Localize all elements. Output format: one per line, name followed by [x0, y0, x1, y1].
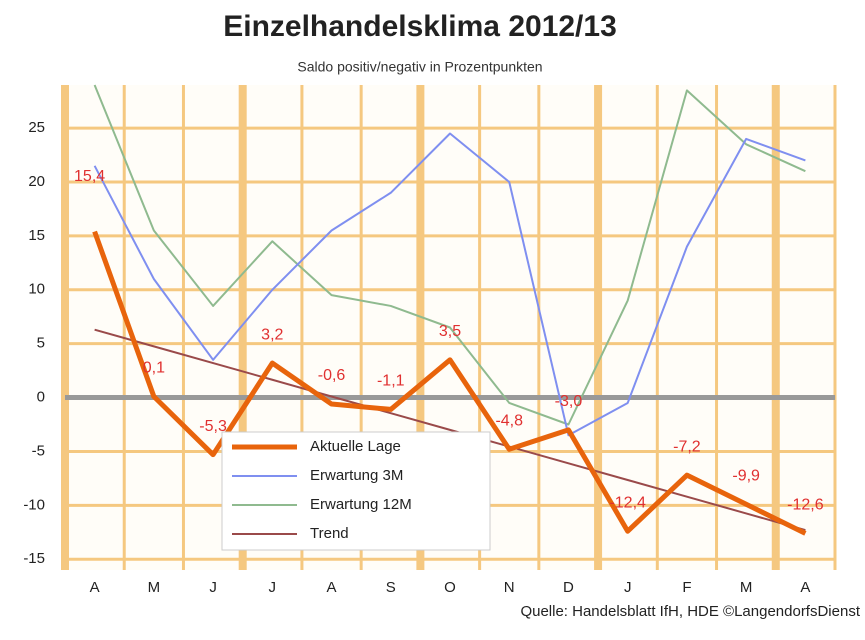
y-tick-label: -15: [23, 550, 45, 567]
x-tick-label: D: [563, 579, 574, 596]
series-line: [92, 230, 807, 536]
chart-title: Einzelhandelsklima 2012/13: [223, 10, 617, 43]
y-tick-label: -5: [32, 442, 45, 459]
data-label: 3,5: [439, 323, 461, 340]
data-label: -5,3: [199, 418, 227, 435]
legend-label: Erwartung 12M: [310, 496, 412, 513]
legend-label: Aktuelle Lage: [310, 438, 401, 455]
y-tick-label: 25: [28, 119, 45, 136]
x-tick-label: J: [624, 579, 632, 596]
series-line: [94, 328, 806, 532]
data-label: -7,2: [673, 438, 701, 455]
data-label: -12,6: [787, 497, 824, 514]
series-line: [93, 84, 806, 426]
x-tick-label: J: [209, 579, 217, 596]
data-label: -9,9: [732, 467, 760, 484]
series-line: [93, 132, 806, 437]
y-tick-label: 5: [37, 335, 45, 352]
data-label: -1,1: [377, 373, 405, 390]
y-tick-label: -10: [23, 496, 45, 513]
x-tick-label: F: [682, 579, 691, 596]
chart-subtitle: Saldo positiv/negativ in Prozentpunkten: [297, 59, 542, 75]
data-label: 15,4: [74, 168, 105, 185]
legend-label: Trend: [310, 525, 349, 542]
data-label: 0,1: [143, 360, 165, 377]
data-label: -3,0: [555, 393, 583, 410]
data-label: 3,2: [261, 326, 283, 343]
legend-box: [221, 431, 491, 551]
data-label: -0,6: [318, 367, 346, 384]
y-tick-label: 10: [28, 281, 45, 298]
data-label: -4,8: [495, 413, 523, 430]
y-tick-label: 15: [28, 227, 45, 244]
data-label: -12,4: [609, 494, 646, 511]
legend-label: Erwartung 3M: [310, 467, 403, 484]
x-tick-label: J: [269, 579, 277, 596]
x-tick-label: N: [504, 579, 515, 596]
y-tick-label: 20: [28, 173, 45, 190]
y-tick-label: 0: [37, 389, 45, 406]
source: Quelle: Handelsblatt IfH, HDE ©Langendor…: [520, 603, 860, 620]
x-tick-label: O: [444, 579, 456, 596]
x-tick-label: S: [386, 579, 396, 596]
x-tick-label: M: [148, 579, 161, 596]
x-tick-label: A: [327, 579, 337, 596]
x-tick-label: M: [740, 579, 753, 596]
x-tick-label: A: [800, 579, 810, 596]
x-tick-label: A: [90, 579, 100, 596]
